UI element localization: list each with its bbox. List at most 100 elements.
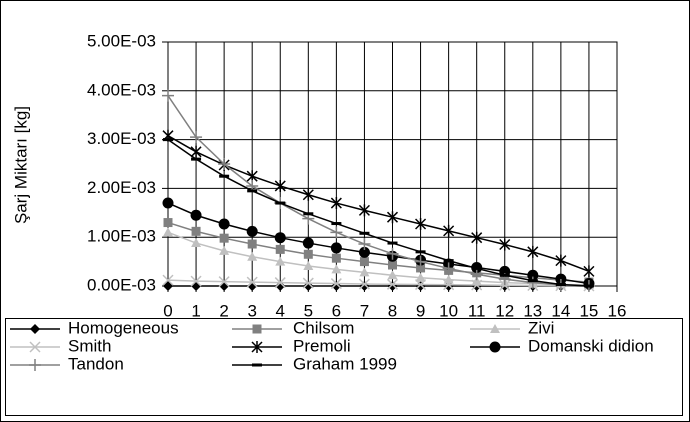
marker (190, 145, 202, 158)
marker (527, 245, 539, 258)
marker (275, 201, 286, 205)
x-tick-label: 10 (439, 301, 458, 320)
marker (415, 272, 426, 282)
marker (527, 269, 539, 281)
x-tick-label: 3 (247, 301, 256, 320)
marker (30, 324, 40, 334)
series-line (167, 221, 589, 283)
marker (387, 241, 398, 245)
marker (251, 341, 263, 353)
legend-box (5, 318, 683, 416)
marker (191, 157, 202, 161)
marker (358, 204, 370, 217)
legend-label: Zivi (528, 318, 554, 337)
marker (246, 276, 258, 288)
marker (247, 189, 258, 193)
marker (443, 224, 455, 237)
marker (247, 281, 258, 291)
marker (442, 262, 455, 275)
marker (274, 277, 286, 289)
y-tick-label: 4.00E-03 (87, 80, 156, 99)
marker (252, 363, 262, 367)
marker (331, 253, 341, 263)
marker (443, 259, 454, 263)
marker (219, 174, 230, 178)
legend-label: Tandon (68, 354, 124, 373)
legend-label: Homogeneous (68, 318, 179, 337)
marker (443, 279, 455, 291)
series-line (167, 138, 589, 287)
marker (302, 188, 314, 201)
marker (415, 281, 426, 291)
series-line (167, 135, 590, 273)
marker (415, 279, 427, 291)
marker (163, 138, 173, 142)
marker (163, 218, 173, 228)
marker (386, 211, 399, 224)
marker (162, 274, 174, 286)
series-line (167, 279, 589, 287)
x-tick-label: 2 (219, 301, 228, 320)
marker (330, 197, 342, 210)
marker (471, 266, 482, 270)
marker (246, 225, 258, 237)
marker (359, 257, 369, 267)
marker (386, 278, 399, 290)
x-tick-label: 14 (551, 301, 570, 320)
marker (555, 283, 566, 287)
x-tick-label: 9 (416, 301, 425, 320)
marker (359, 231, 370, 235)
marker (331, 264, 342, 274)
marker (303, 260, 314, 270)
marker (490, 324, 500, 333)
marker (499, 238, 511, 251)
marker (415, 218, 427, 231)
marker (191, 238, 202, 248)
marker (359, 267, 370, 277)
marker (275, 244, 285, 254)
marker (252, 324, 262, 334)
marker (218, 276, 230, 288)
marker (247, 251, 258, 261)
marker (583, 265, 595, 278)
x-tick-label: 5 (304, 301, 313, 320)
x-tick-label: 6 (332, 301, 341, 320)
marker (219, 245, 230, 255)
marker (583, 284, 594, 288)
marker (302, 237, 314, 249)
marker (218, 158, 231, 170)
marker (358, 246, 370, 258)
marker (330, 226, 343, 239)
marker (191, 226, 201, 236)
marker (163, 227, 173, 237)
marker (471, 231, 483, 244)
legend-label: Graham 1999 (293, 354, 397, 373)
marker (331, 222, 342, 226)
x-tick-label: 16 (608, 301, 627, 320)
y-tick-label: 3.00E-03 (87, 129, 156, 148)
marker (499, 273, 510, 277)
marker (527, 279, 538, 283)
marker (190, 209, 202, 221)
marker (470, 268, 483, 281)
marker (274, 232, 286, 244)
marker (471, 279, 483, 291)
x-tick-label: 12 (495, 301, 514, 320)
x-tick-label: 7 (360, 301, 369, 320)
marker (29, 359, 41, 371)
marker (29, 341, 41, 353)
marker (499, 279, 511, 291)
y-axis-label: Şarj Miktarı [kg] (11, 106, 30, 224)
x-tick-label: 13 (523, 301, 542, 320)
marker (416, 263, 426, 273)
marker (387, 270, 398, 280)
series-line (167, 95, 589, 287)
marker (526, 276, 539, 289)
marker (358, 278, 370, 290)
x-tick-label: 4 (276, 301, 285, 320)
marker (190, 131, 203, 144)
y-tick-label: 0.00E-03 (87, 275, 156, 294)
series-line (167, 231, 589, 286)
x-tick-label: 1 (191, 301, 200, 320)
